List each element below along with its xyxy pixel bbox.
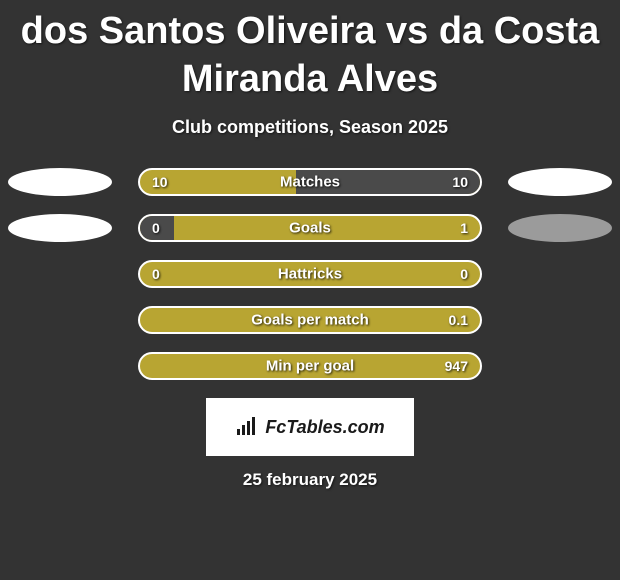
logo-box: FcTables.com	[206, 398, 414, 456]
footer-date: 25 february 2025	[0, 470, 620, 490]
page-title: dos Santos Oliveira vs da Costa Miranda …	[0, 0, 620, 103]
stat-bar: 0Goals1	[138, 214, 482, 242]
stat-value-right: 947	[445, 358, 468, 374]
stat-value-right: 0	[460, 266, 468, 282]
stat-label: Min per goal	[140, 358, 480, 375]
stat-label: Goals	[140, 220, 480, 237]
player-bubble-left	[8, 168, 112, 196]
player-bubble-right	[508, 168, 612, 196]
stat-row: 0Hattricks0	[0, 260, 620, 288]
player-bubble-right	[508, 214, 612, 242]
stat-label: Hattricks	[140, 266, 480, 283]
stats-container: 10Matches100Goals10Hattricks0Goals per m…	[0, 168, 620, 380]
stat-bar: 10Matches10	[138, 168, 482, 196]
stat-row: Goals per match0.1	[0, 306, 620, 334]
stat-bar: 0Hattricks0	[138, 260, 482, 288]
stat-row: 10Matches10	[0, 168, 620, 196]
stat-row: 0Goals1	[0, 214, 620, 242]
subtitle: Club competitions, Season 2025	[0, 117, 620, 138]
stat-value-right: 1	[460, 220, 468, 236]
logo-text: FcTables.com	[265, 417, 384, 438]
chart-bars-icon	[235, 413, 259, 442]
player-bubble-left	[8, 214, 112, 242]
stat-value-right: 0.1	[449, 312, 468, 328]
stat-bar: Min per goal947	[138, 352, 482, 380]
stat-value-right: 10	[452, 174, 468, 190]
stat-row: Min per goal947	[0, 352, 620, 380]
stat-label: Matches	[140, 174, 480, 191]
stat-bar: Goals per match0.1	[138, 306, 482, 334]
stat-label: Goals per match	[140, 312, 480, 329]
